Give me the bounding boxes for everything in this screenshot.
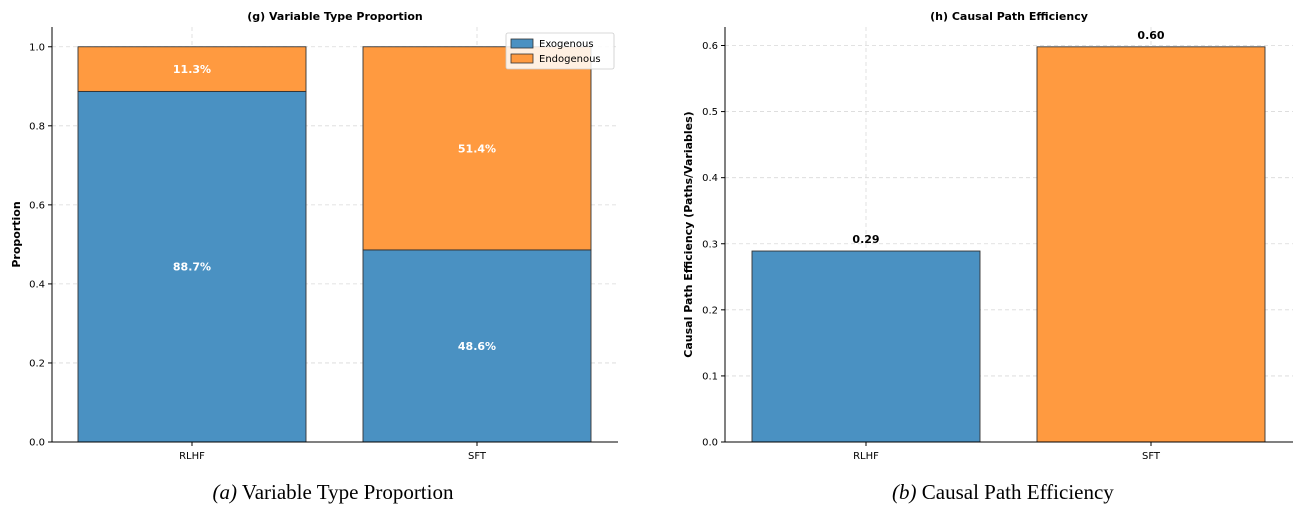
chart-title: (h) Causal Path Efficiency [930, 10, 1088, 23]
y-tick-label: 0.3 [702, 239, 718, 250]
bars: 88.7% 11.3% 48.6% 51.4% [78, 47, 591, 442]
y-tick-label: 0.2 [29, 358, 45, 369]
y-tick-label: 0.0 [29, 438, 45, 449]
bar-rlhf [752, 251, 980, 442]
caption-b: (b) Causal Path Efficiency [892, 480, 1114, 505]
legend-label-endogenous: Endogenous [539, 54, 601, 65]
chart-panel-causal-path: (h) Causal Path Efficiency Causal Path E… [682, 10, 1293, 462]
x-tick-label: RLHF [853, 451, 879, 462]
chart-panel-variable-type: (g) Variable Type Proportion Proportion … [10, 10, 618, 462]
segment-label: 51.4% [458, 142, 496, 155]
y-tick-label: 0.1 [702, 371, 718, 382]
chart-title: (g) Variable Type Proportion [247, 10, 423, 23]
legend-label-exogenous: Exogenous [539, 39, 594, 50]
legend-swatch-endogenous [511, 54, 533, 63]
y-axis-label: Causal Path Efficiency (Paths/Variables) [682, 111, 695, 357]
caption-a-text: Variable Type Proportion [242, 480, 454, 504]
y-tick-label: 0.4 [702, 173, 718, 184]
segment-label: 88.7% [173, 261, 211, 274]
y-axis-label: Proportion [10, 201, 23, 267]
legend: Exogenous Endogenous [506, 33, 614, 69]
x-tick-label: SFT [1142, 451, 1161, 462]
caption-a: (a) Variable Type Proportion [213, 480, 454, 505]
bar-sft [1037, 47, 1265, 442]
x-tick-label: RLHF [179, 451, 205, 462]
bar-value-label: 0.60 [1137, 29, 1164, 42]
x-tick-label: SFT [468, 451, 487, 462]
caption-b-text: Causal Path Efficiency [922, 480, 1114, 504]
bar-value-label: 0.29 [852, 233, 879, 246]
y-tick-label: 0.2 [702, 305, 718, 316]
y-tick-label: 1.0 [29, 42, 45, 53]
legend-swatch-exogenous [511, 39, 533, 48]
bars: 0.29 0.60 [752, 29, 1265, 442]
y-tick-label: 0.0 [702, 438, 718, 449]
segment-label: 48.6% [458, 340, 496, 353]
caption-b-prefix: (b) [892, 480, 917, 504]
y-tick-label: 0.6 [29, 200, 45, 211]
y-tick-label: 0.5 [702, 107, 718, 118]
y-tick-label: 0.8 [29, 121, 45, 132]
y-tick-label: 0.4 [29, 279, 45, 290]
y-tick-label: 0.6 [702, 41, 718, 52]
caption-a-prefix: (a) [213, 480, 238, 504]
segment-label: 11.3% [173, 63, 211, 76]
